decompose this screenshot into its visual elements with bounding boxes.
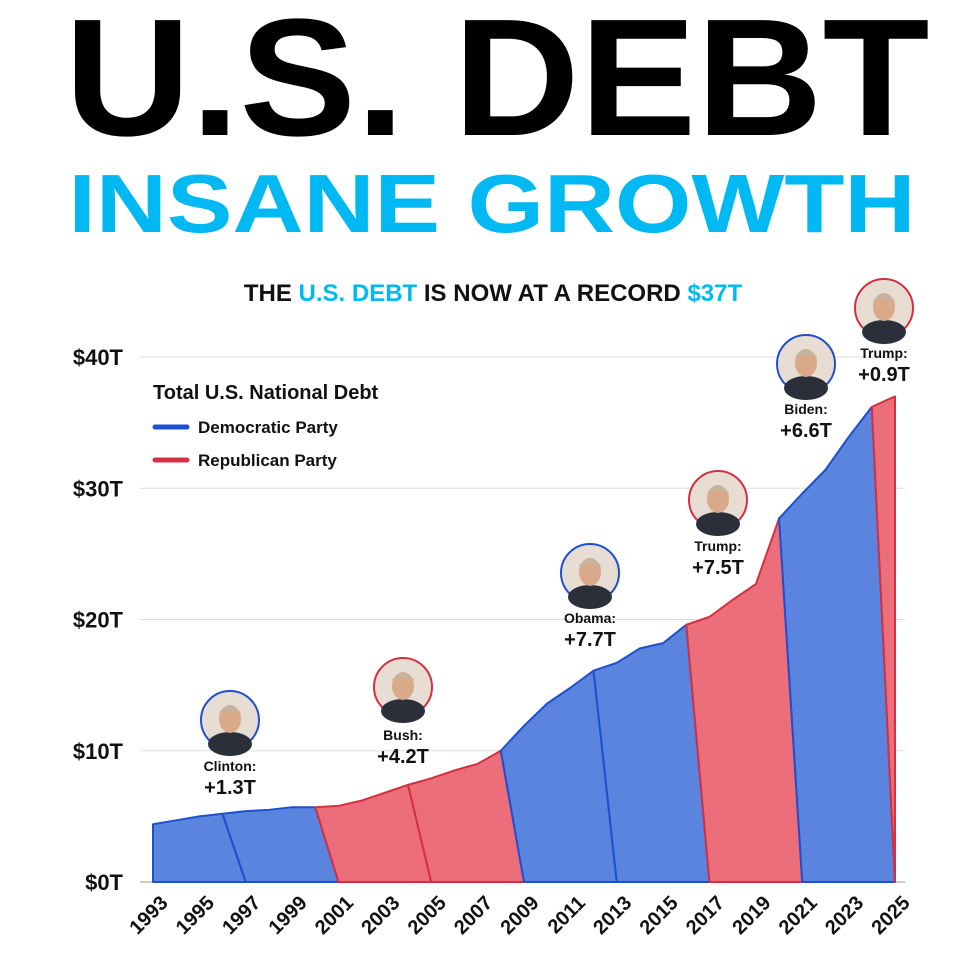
y-tick-label: $10T <box>73 739 124 764</box>
portrait <box>373 657 433 723</box>
annotation-name: Obama: <box>564 610 616 626</box>
portrait-suit <box>568 585 612 609</box>
portrait <box>688 470 748 536</box>
portrait <box>776 334 836 400</box>
term-area <box>685 517 804 883</box>
x-tick-label: 1997 <box>218 892 265 939</box>
portrait-suit <box>381 699 425 723</box>
annotation-change: +7.7T <box>564 629 616 651</box>
portrait <box>560 543 620 609</box>
x-tick-label: 2019 <box>728 892 775 939</box>
annotation-change: +6.6T <box>780 420 832 442</box>
x-tick-label: 2011 <box>544 892 590 938</box>
portrait-suit <box>784 376 828 400</box>
x-tick-label: 1993 <box>126 892 173 939</box>
headline: THE U.S. DEBT IS NOW AT A RECORD $37T <box>244 280 743 307</box>
portrait-hair <box>218 706 242 714</box>
portrait-face <box>707 485 729 513</box>
x-tick-label: 1995 <box>172 892 219 939</box>
annotation-name: Clinton: <box>204 758 257 774</box>
term-area <box>870 395 896 883</box>
headline-part: $37T <box>687 280 742 307</box>
x-tick-label: 2009 <box>497 892 544 939</box>
x-tick-label: 2005 <box>404 892 451 939</box>
x-tick-label: 2007 <box>450 892 497 939</box>
x-tick-label: 2021 <box>775 892 822 939</box>
annotation-change: +0.9T <box>858 364 910 386</box>
portrait-face <box>392 672 414 700</box>
portrait-suit <box>862 320 906 344</box>
x-tick-label: 2015 <box>636 892 683 939</box>
x-tick-label: 2025 <box>868 892 915 939</box>
annotation-change: +1.3T <box>204 777 256 799</box>
x-tick-label: 2023 <box>821 892 868 939</box>
portrait <box>854 278 914 344</box>
y-tick-label: $20T <box>73 608 124 633</box>
x-tick-label: 2003 <box>357 892 404 939</box>
term-area <box>407 749 525 883</box>
x-tick-label: 2001 <box>311 892 358 939</box>
x-tick-label: 2017 <box>682 892 729 939</box>
headline-part: IS NOW AT A RECORD <box>417 280 687 307</box>
portrait-suit <box>208 732 252 756</box>
annotation-change: +4.2T <box>377 746 429 768</box>
y-tick-label: $0T <box>85 870 123 895</box>
term-area <box>778 405 896 883</box>
main-title: U.S. DEBT <box>65 0 930 171</box>
legend-label: Republican Party <box>198 451 337 470</box>
x-tick-label: 1999 <box>265 892 312 939</box>
term-area <box>314 783 433 883</box>
portrait-suit <box>696 512 740 536</box>
term-area <box>221 806 340 883</box>
portrait-hair <box>706 486 730 494</box>
portrait <box>200 690 260 756</box>
portrait-face <box>873 293 895 321</box>
portrait-face <box>795 349 817 377</box>
y-tick-label: $40T <box>73 345 124 370</box>
portrait-hair <box>794 350 818 358</box>
legend-title: Total U.S. National Debt <box>153 382 379 404</box>
headline-part: U.S. DEBT <box>299 280 418 307</box>
portrait-face <box>219 705 241 733</box>
y-tick-label: $30T <box>73 476 124 501</box>
x-tick-label: 2013 <box>589 892 636 939</box>
legend-label: Democratic Party <box>198 418 338 437</box>
portrait-face <box>579 558 601 586</box>
annotation-name: Trump: <box>694 538 741 554</box>
headline-part: THE <box>244 280 299 307</box>
annotation-name: Biden: <box>784 401 828 417</box>
term-area <box>499 669 618 883</box>
term-area <box>592 623 711 883</box>
annotation-change: +7.5T <box>692 557 744 579</box>
portrait-hair <box>872 294 896 302</box>
portrait-hair <box>391 673 415 681</box>
annotation-name: Bush: <box>383 727 423 743</box>
sub-title: INSANE GROWTH <box>69 157 916 250</box>
annotation-name: Trump: <box>860 345 907 361</box>
portrait-hair <box>578 559 602 567</box>
